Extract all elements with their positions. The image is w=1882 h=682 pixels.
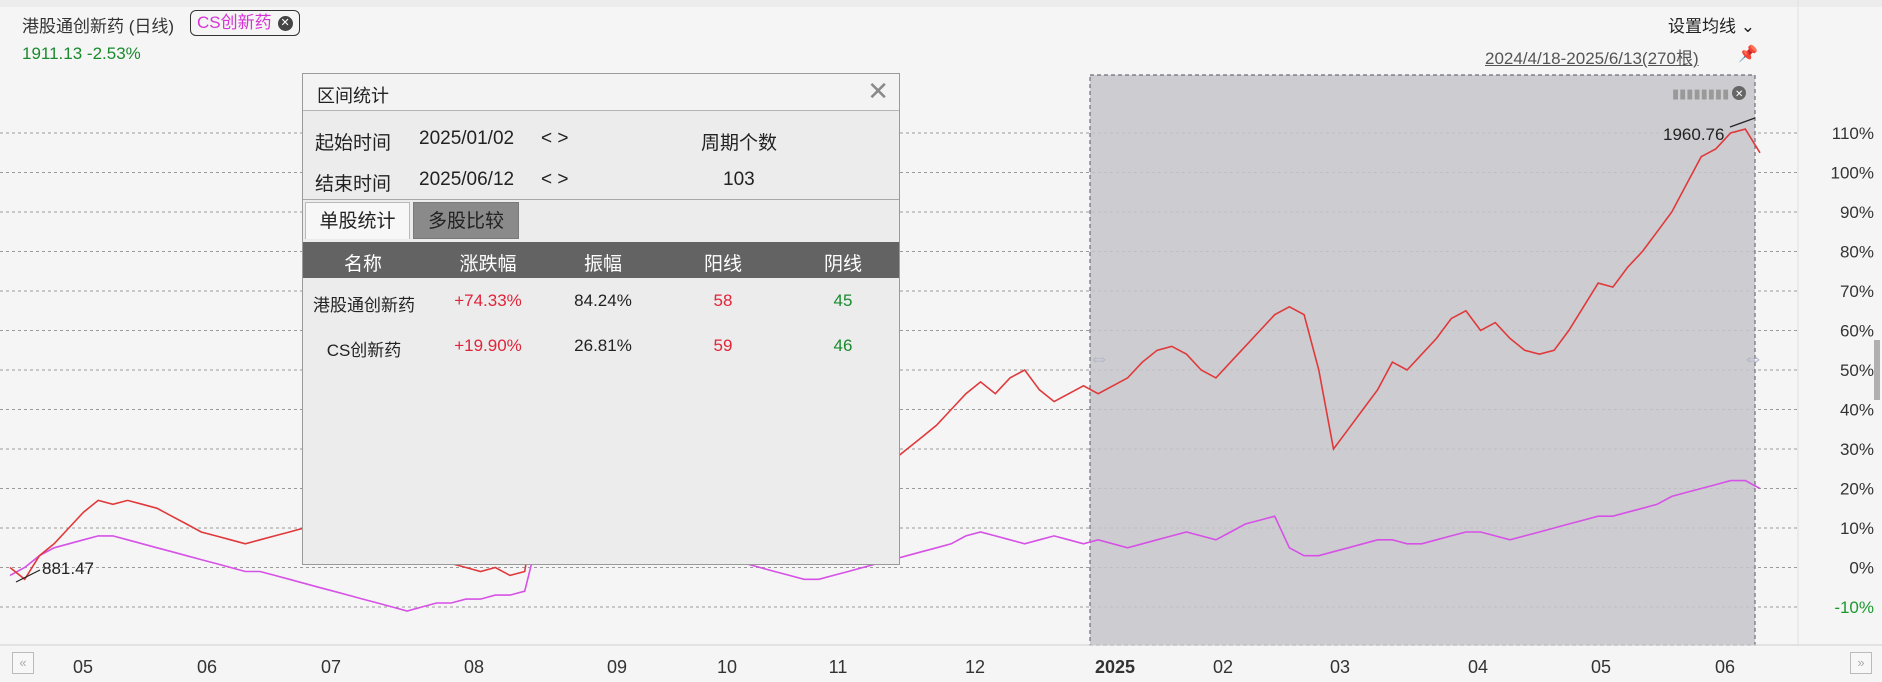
y-tick-label: 0% xyxy=(1849,559,1874,578)
svg-text:✕: ✕ xyxy=(1735,89,1743,100)
y-tick-label: 90% xyxy=(1840,203,1874,222)
x-axis-labels: 05 06 07 08 09 10 11 12 2025 02 03 04 05 06 xyxy=(73,657,1735,677)
row-up-days: 59 xyxy=(713,336,733,355)
x-tick-label: 06 xyxy=(197,657,217,677)
close-icon[interactable]: ✕ xyxy=(867,76,889,106)
range-statistics-dialog: 区间统计 ✕ 起始时间 2025/01/02 < > 周期个数 结束时间 202… xyxy=(302,73,900,565)
col-amplitude: 振幅 xyxy=(583,254,622,275)
y-tick-label: 100% xyxy=(1831,164,1874,183)
row-up-days: 58 xyxy=(713,291,733,310)
dialog-divider xyxy=(303,199,899,200)
x-tick-label: 02 xyxy=(1213,657,1233,677)
high-annotation: 1960.76 xyxy=(1663,125,1724,144)
low-annotation-arrow xyxy=(15,569,41,583)
range-toolbar-icon[interactable]: ▮▮▮▮▮▮▮▮ xyxy=(1672,86,1729,101)
tab-multi-compare[interactable]: 多股比较 xyxy=(413,202,519,239)
period-count-value: 103 xyxy=(723,169,755,190)
x-tick-label: 03 xyxy=(1330,657,1350,677)
col-down-days: 阴线 xyxy=(823,254,862,275)
dialog-titlebar[interactable]: 区间统计 ✕ xyxy=(303,74,899,111)
row-name: CS创新药 xyxy=(326,341,402,360)
instrument-title: 港股通创新药 (日线) xyxy=(22,17,175,36)
high-annotation-arrow xyxy=(1729,117,1756,128)
y-tick-label: 50% xyxy=(1840,361,1874,380)
start-time-label: 起始时间 xyxy=(315,133,392,154)
scroll-left-button[interactable]: « xyxy=(12,652,34,674)
compare-tag[interactable]: CS创新药 ✕ xyxy=(190,10,300,36)
remove-compare-icon[interactable]: ✕ xyxy=(277,15,293,31)
row-name: 港股通创新药 xyxy=(313,296,415,315)
x-tick-label: 07 xyxy=(321,657,341,677)
y-tick-label: 20% xyxy=(1840,480,1874,499)
price-change-text: 1911.13 -2.53% xyxy=(22,44,141,63)
scroll-right-button[interactable]: » xyxy=(1850,652,1872,674)
top-border xyxy=(0,0,1882,7)
row-change: +74.33% xyxy=(454,291,522,310)
set-moving-average-dropdown[interactable]: 设置均线 ⌄ xyxy=(1668,17,1755,36)
x-tick-label: 04 xyxy=(1468,657,1488,677)
x-tick-label: 12 xyxy=(965,657,985,677)
y-tick-label: 40% xyxy=(1840,401,1874,420)
period-count-label: 周期个数 xyxy=(701,133,778,154)
y-tick-label: 10% xyxy=(1840,519,1874,538)
x-tick-label: 11 xyxy=(829,657,848,677)
tab-single-stock[interactable]: 单股统计 xyxy=(305,202,410,239)
range-close-icon[interactable] xyxy=(1732,86,1746,100)
row-down-days: 46 xyxy=(833,336,853,355)
x-tick-label: 05 xyxy=(1591,657,1611,677)
end-time-label: 结束时间 xyxy=(315,174,392,195)
row-change: +19.90% xyxy=(454,336,522,355)
set-ma-label: 设置均线 xyxy=(1668,17,1736,36)
low-annotation: 881.47 xyxy=(42,559,94,578)
dialog-title: 区间统计 xyxy=(317,86,389,106)
vertical-scrollbar[interactable] xyxy=(1874,340,1880,400)
start-time-arrows[interactable]: < > xyxy=(541,128,569,149)
y-axis-labels: 110% 100% 90% 80% 70% 60% 50% 40% 30% 20% 10% 0% -10… xyxy=(1831,124,1874,617)
row-amplitude: 26.81% xyxy=(574,336,632,355)
x-tick-label: 2025 xyxy=(1095,657,1135,677)
date-range-link[interactable]: 2024/4/18-2025/6/13(270根) xyxy=(1485,49,1699,68)
y-tick-label: 110% xyxy=(1832,124,1874,143)
y-tick-label: 70% xyxy=(1840,282,1874,301)
end-time-value[interactable]: 2025/06/12 xyxy=(419,169,515,190)
pin-icon[interactable]: 📌 xyxy=(1738,46,1758,63)
row-amplitude: 84.24% xyxy=(574,291,632,310)
x-tick-label: 06 xyxy=(1715,657,1735,677)
range-right-handle-icon[interactable]: ⇔ xyxy=(1742,345,1764,370)
x-tick-label: 09 xyxy=(607,657,627,677)
stats-table-header: 名称 涨跌幅 振幅 阳线 阴线 xyxy=(303,242,899,278)
col-change: 涨跌幅 xyxy=(459,254,517,275)
x-tick-label: 08 xyxy=(464,657,484,677)
y-tick-label: 80% xyxy=(1840,243,1874,262)
y-tick-label: 30% xyxy=(1840,440,1874,459)
compare-tag-label: CS创新药 xyxy=(197,13,272,32)
start-time-value[interactable]: 2025/01/02 xyxy=(419,128,515,149)
range-left-handle-icon[interactable]: ⇔ xyxy=(1088,345,1110,370)
selected-range-overlay[interactable] xyxy=(1089,74,1756,646)
row-down-days: 45 xyxy=(833,291,853,310)
y-tick-label: -10% xyxy=(1834,598,1874,617)
y-tick-label: 60% xyxy=(1840,322,1874,341)
x-tick-label: 10 xyxy=(717,657,737,677)
x-tick-label: 05 xyxy=(73,657,93,677)
col-up-days: 阳线 xyxy=(703,254,742,275)
end-time-arrows[interactable]: < > xyxy=(541,169,569,190)
col-name: 名称 xyxy=(343,254,382,275)
